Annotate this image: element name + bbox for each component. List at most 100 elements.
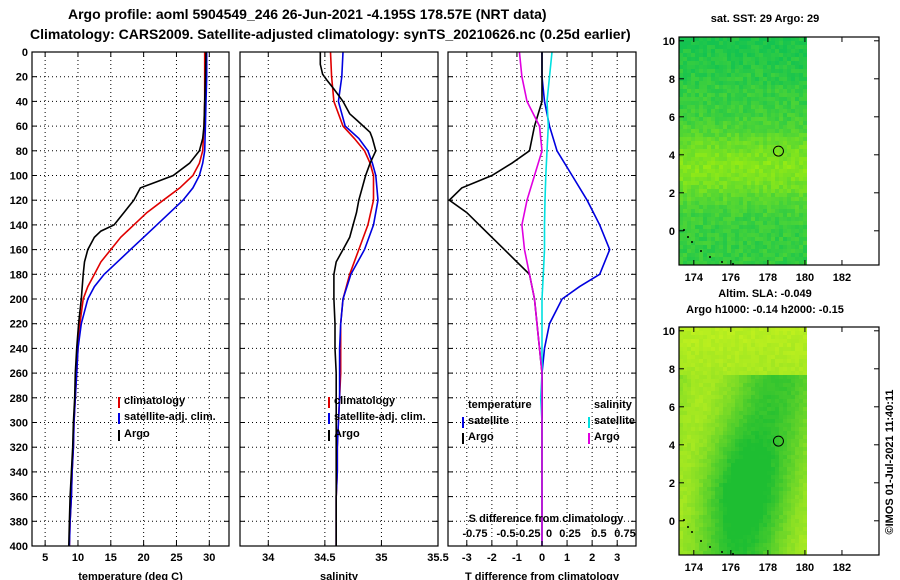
heatmap-cell: [763, 133, 767, 137]
heatmap-cell: [799, 447, 803, 451]
heatmap-cell: [703, 37, 707, 41]
heatmap-cell: [699, 547, 703, 551]
heatmap-cell: [723, 253, 727, 257]
heatmap-cell: [707, 343, 711, 347]
heatmap-cell: [687, 125, 691, 129]
heatmap-cell: [715, 531, 719, 535]
heatmap-cell: [743, 233, 747, 237]
heatmap-cell: [775, 495, 779, 499]
heatmap-cell: [735, 471, 739, 475]
heatmap-cell: [691, 37, 695, 41]
heatmap-cell: [763, 217, 767, 221]
heatmap-cell: [679, 93, 683, 97]
heatmap-cell: [755, 343, 759, 347]
heatmap-cell: [779, 169, 783, 173]
heatmap-cell: [687, 375, 691, 379]
heatmap-cell: [775, 177, 779, 181]
heatmap-cell: [683, 249, 687, 253]
heatmap-cell: [775, 101, 779, 105]
heatmap-cell: [751, 435, 755, 439]
heatmap-cell: [771, 543, 775, 547]
heatmap-cell: [735, 257, 739, 261]
heatmap-cell: [787, 395, 791, 399]
heatmap-cell: [771, 487, 775, 491]
heatmap-cell: [763, 527, 767, 531]
heatmap-cell: [787, 335, 791, 339]
heatmap-cell: [695, 105, 699, 109]
heatmap-cell: [703, 237, 707, 241]
heatmap-cell: [719, 451, 723, 455]
heatmap-cell: [691, 515, 695, 519]
heatmap-cell: [747, 543, 751, 547]
heatmap-cell: [783, 109, 787, 113]
heatmap-cell: [679, 455, 683, 459]
heatmap-cell: [727, 157, 731, 161]
heatmap-cell: [707, 351, 711, 355]
x-tick-label: 20: [138, 552, 150, 564]
heatmap-cell: [803, 117, 807, 121]
heatmap-cell: [759, 327, 763, 331]
heatmap-cell: [747, 81, 751, 85]
heatmap-cell: [731, 455, 735, 459]
heatmap-cell: [739, 141, 743, 145]
heatmap-cell: [731, 479, 735, 483]
heatmap-cell: [695, 467, 699, 471]
heatmap-cell: [719, 427, 723, 431]
heatmap-cell: [707, 359, 711, 363]
heatmap-cell: [679, 121, 683, 125]
heatmap-cell: [783, 343, 787, 347]
heatmap-cell: [771, 185, 775, 189]
heatmap-cell: [771, 141, 775, 145]
heatmap-cell: [691, 229, 695, 233]
heatmap-cell: [703, 229, 707, 233]
heatmap-cell: [747, 427, 751, 431]
heatmap-cell: [795, 531, 799, 535]
heatmap-cell: [767, 81, 771, 85]
heatmap-cell: [795, 335, 799, 339]
heatmap-cell: [791, 499, 795, 503]
heatmap-cell: [795, 443, 799, 447]
heatmap-cell: [683, 451, 687, 455]
heatmap-cell: [787, 435, 791, 439]
heatmap-cell: [783, 375, 787, 379]
heatmap-cell: [711, 241, 715, 245]
heatmap-cell: [715, 45, 719, 49]
heatmap-cell: [711, 105, 715, 109]
heatmap-cell: [755, 535, 759, 539]
heatmap-cell: [699, 451, 703, 455]
heatmap-cell: [691, 443, 695, 447]
heatmap-cell: [727, 249, 731, 253]
heatmap-cell: [735, 535, 739, 539]
heatmap-cell: [755, 217, 759, 221]
heatmap-cell: [739, 89, 743, 93]
heatmap-cell: [755, 479, 759, 483]
heatmap-cell: [679, 133, 683, 137]
heatmap-cell: [755, 511, 759, 515]
heatmap-cell: [687, 491, 691, 495]
heatmap-cell: [739, 479, 743, 483]
heatmap-cell: [763, 153, 767, 157]
heatmap-cell: [731, 363, 735, 367]
heatmap-cell: [791, 479, 795, 483]
heatmap-cell: [723, 511, 727, 515]
heatmap-cell: [711, 229, 715, 233]
heatmap-cell: [727, 519, 731, 523]
heatmap-cell: [763, 253, 767, 257]
heatmap-cell: [759, 173, 763, 177]
heatmap-cell: [795, 339, 799, 343]
heatmap-cell: [787, 443, 791, 447]
heatmap-cell: [779, 479, 783, 483]
heatmap-cell: [803, 77, 807, 81]
heatmap-cell: [755, 543, 759, 547]
heatmap-cell: [727, 451, 731, 455]
heatmap-cell: [735, 347, 739, 351]
heatmap-cell: [683, 487, 687, 491]
heatmap-cell: [687, 89, 691, 93]
heatmap-cell: [775, 221, 779, 225]
heatmap-cell: [683, 205, 687, 209]
heatmap-cell: [699, 443, 703, 447]
heatmap-cell: [755, 113, 759, 117]
heatmap-cell: [739, 113, 743, 117]
heatmap-cell: [767, 451, 771, 455]
heatmap-cell: [743, 89, 747, 93]
